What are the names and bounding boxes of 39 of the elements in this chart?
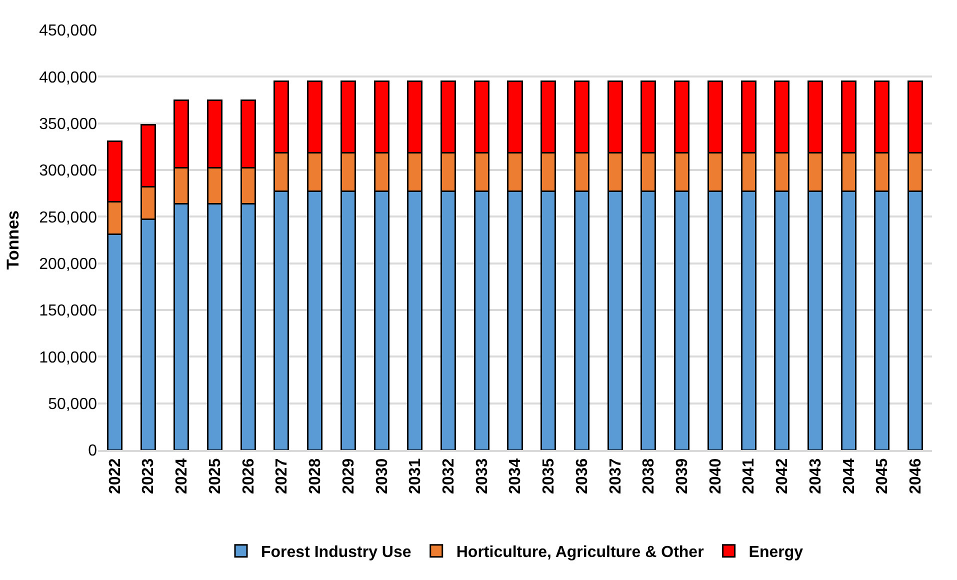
y-axis-title: Tonnes: [4, 210, 23, 270]
x-tick-label: 2027: [274, 458, 291, 494]
x-tick-label: 2032: [440, 458, 458, 494]
x-tick-label: 2038: [640, 458, 658, 494]
y-tick-label: 100,000: [39, 349, 98, 366]
legend-label: Forest Industry Use: [261, 544, 412, 562]
y-tick-label: 450,000: [39, 22, 98, 40]
x-tick-label: 2022: [106, 458, 124, 494]
y-tick-label: 50,000: [48, 396, 98, 413]
x-tick-label: 2040: [707, 458, 724, 494]
y-tick-label: 400,000: [39, 69, 98, 86]
x-tick-label: 2046: [908, 458, 925, 494]
x-tick-label: 2033: [474, 458, 491, 494]
y-tick-label: 0: [88, 442, 98, 460]
x-tick-label: 2041: [740, 458, 758, 494]
y-tick-label: 350,000: [39, 116, 98, 133]
x-tick-label: 2023: [140, 458, 158, 494]
x-tick-label: 2043: [807, 458, 824, 494]
x-tick-label: 2030: [374, 458, 391, 494]
y-tick-label: 200,000: [39, 256, 98, 273]
x-tick-label: 2037: [607, 458, 624, 494]
x-tick-label: 2042: [774, 458, 792, 494]
legend-label: Energy: [748, 544, 804, 562]
x-tick-label: 2031: [407, 458, 424, 494]
x-tick-label: 2025: [206, 458, 224, 494]
x-tick-label: 2034: [507, 458, 524, 494]
x-tick-label: 2045: [874, 458, 892, 494]
x-tick-label: 2028: [307, 458, 324, 494]
x-tick-label: 2026: [240, 458, 258, 494]
x-tick-label: 2029: [340, 458, 358, 494]
x-tick-label: 2036: [574, 458, 591, 494]
y-tick-label: 300,000: [39, 162, 98, 180]
y-tick-label: 150,000: [39, 302, 98, 320]
y-tick-label: 250,000: [39, 209, 98, 226]
legend-label: Horticulture, Agriculture & Other: [456, 544, 704, 562]
x-tick-label: 2024: [174, 458, 191, 494]
x-tick-label: 2039: [674, 458, 691, 494]
x-tick-label: 2035: [540, 458, 558, 494]
x-tick-label: 2044: [840, 458, 858, 494]
